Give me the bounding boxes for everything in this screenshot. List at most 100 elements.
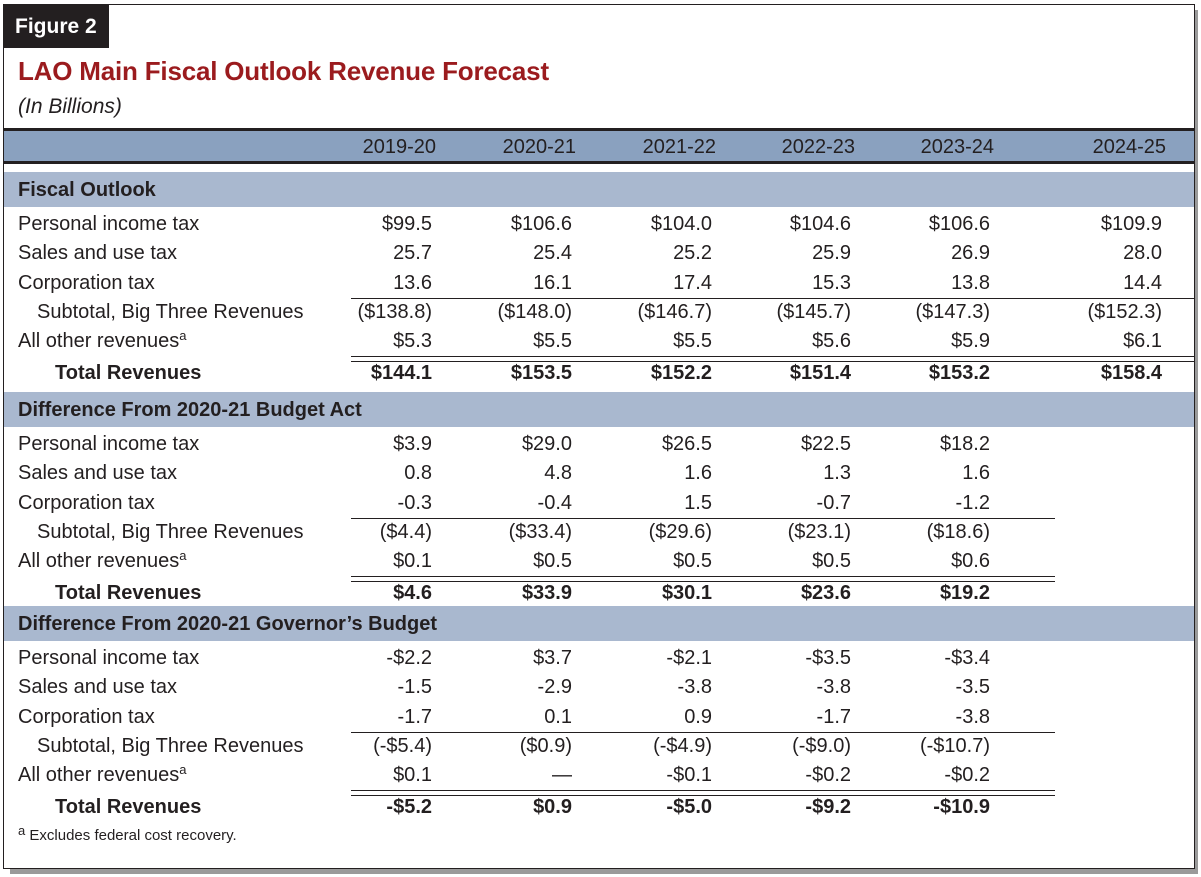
cell-value: ($148.0) [497,300,573,323]
column-header: 2022-23 [781,136,855,158]
row-label: All other revenuesa [18,547,186,576]
cell-value: $22.5 [800,433,851,455]
cell-value: 13.8 [951,271,990,294]
row-label-text: Corporation tax [18,271,155,294]
cell-value: -1.7 [816,705,851,728]
cell-value: -$3.5 [805,647,851,669]
cell-value: ($23.1) [787,520,851,543]
cell-value: 4.8 [544,462,572,485]
table-row: All other revenuesa $0.1 $0.5 $0.5 $0.5 $0.6 [4,547,1194,576]
column-header: 2024-25 [1092,136,1166,158]
cell-value: 17.4 [673,271,712,294]
total-row: Total Revenues $4.6 $33.9 $30.1 $23.6 $19.2 [4,579,1194,608]
cell-value: (-$10.7) [919,734,990,757]
cell-value: 1.6 [684,462,712,485]
cell-value: — [552,764,572,787]
cell-value: -1.7 [397,705,432,728]
row-label: Corporation tax [18,703,155,732]
row-label: Personal income tax [18,644,199,673]
table-row: All other revenuesa $5.3 $5.5 $5.5 $5.6 $5.9 $… [4,327,1194,356]
row-label: Total Revenues [55,793,201,822]
cell-value: $5.9 [951,330,990,353]
cell-value: -0.3 [397,491,432,514]
row-label: All other revenuesa [18,327,186,356]
column-header: 2023-24 [920,136,994,158]
footnote-marker: a [179,328,187,344]
row-label-text: Personal income tax [18,647,200,669]
cell-value: -$0.2 [805,764,851,787]
section-header: Difference From 2020-21 Governor’s Budge… [4,606,1194,641]
table-row: All other revenuesa $0.1 — -$0.1 -$0.2 -$0.2 [4,761,1194,790]
cell-value: 0.1 [544,705,572,728]
total-double-rule [351,575,1055,577]
section-title: Fiscal Outlook [18,179,156,201]
subtotal-row: Subtotal, Big Three Revenues ($4.4) ($33.4… [4,518,1194,547]
cell-value: 15.3 [812,271,851,294]
cell-value: 14.4 [1123,271,1162,294]
cell-value: $158.4 [1100,361,1162,384]
cell-value: $3.7 [533,647,572,669]
cell-value: $0.5 [673,550,712,573]
cell-value: $106.6 [510,213,572,235]
row-label-text: Subtotal, Big Three Revenues [37,734,304,757]
section-header: Difference From 2020-21 Budget Act [4,392,1194,427]
row-label-text: Total Revenues [55,581,202,604]
cell-value: $5.3 [393,330,432,353]
cell-value: $5.5 [533,330,572,353]
cell-value: $30.1 [661,581,712,604]
table-row: Sales and use tax -1.5 -2.9 -3.8 -3.8 -3.5 [4,673,1194,702]
cell-value: -0.7 [816,491,851,514]
cell-value: 25.7 [393,242,432,265]
row-label-text: Subtotal, Big Three Revenues [37,300,304,323]
row-label-text: Sales and use tax [18,462,177,485]
cell-value: $4.6 [393,581,432,604]
cell-value: $152.2 [650,361,712,384]
section-title: Difference From 2020-21 Governor’s Budge… [18,613,438,635]
cell-value: $0.1 [393,764,432,787]
footnote: a Excludes federal cost recovery. [18,824,237,844]
cell-value: ($152.3) [1087,300,1163,323]
footnote-marker: a [179,762,187,778]
cell-value: -3.8 [955,705,990,728]
row-label: Corporation tax [18,489,155,518]
cell-value: -$0.1 [666,764,712,787]
cell-value: 1.3 [823,462,851,485]
row-label: Personal income tax [18,430,199,459]
row-label-text: Total Revenues [55,361,202,384]
cell-value: -2.9 [537,676,572,699]
cell-value: 0.8 [404,462,432,485]
cell-value: -0.4 [537,491,572,514]
footnote-marker: a [18,823,26,838]
row-label: All other revenuesa [18,761,186,790]
table-row: Sales and use tax 25.7 25.4 25.2 25.9 26.9 28.… [4,239,1194,268]
cell-value: 13.6 [393,271,432,294]
row-label-text: All other revenues [18,764,180,787]
subtotal-row: Subtotal, Big Three Revenues ($138.8) ($14… [4,298,1194,327]
table-row: Sales and use tax 0.8 4.8 1.6 1.3 1.6 [4,459,1194,488]
cell-value: $99.5 [381,213,432,235]
row-label: Sales and use tax [18,459,177,488]
cell-value: $33.9 [521,581,572,604]
figure-label: Figure 2 [4,5,109,48]
row-label-text: Subtotal, Big Three Revenues [37,520,304,543]
cell-value: $104.6 [789,213,851,235]
row-label-text: Corporation tax [18,491,155,514]
figure-subtitle: (In Billions) [18,95,122,118]
section-header: Fiscal Outlook [4,172,1194,207]
cell-value: 28.0 [1123,242,1162,265]
cell-value: $26.5 [661,433,712,455]
cell-value: ($4.4) [379,520,432,543]
cell-value: $5.6 [812,330,851,353]
cell-value: 0.9 [684,705,712,728]
row-label-text: Total Revenues [55,795,202,818]
cell-value: ($18.6) [926,520,990,543]
cell-value: $144.1 [370,361,432,384]
cell-value: 1.6 [962,462,990,485]
cell-value: $18.2 [939,433,990,455]
cell-value: 16.1 [533,271,572,294]
cell-value: $106.6 [928,213,990,235]
cell-value: $19.2 [939,581,990,604]
subtotal-rule [351,297,1194,299]
subtotal-rule [351,731,1055,733]
subtotal-row: Subtotal, Big Three Revenues (-$5.4) ($0.9… [4,732,1194,761]
